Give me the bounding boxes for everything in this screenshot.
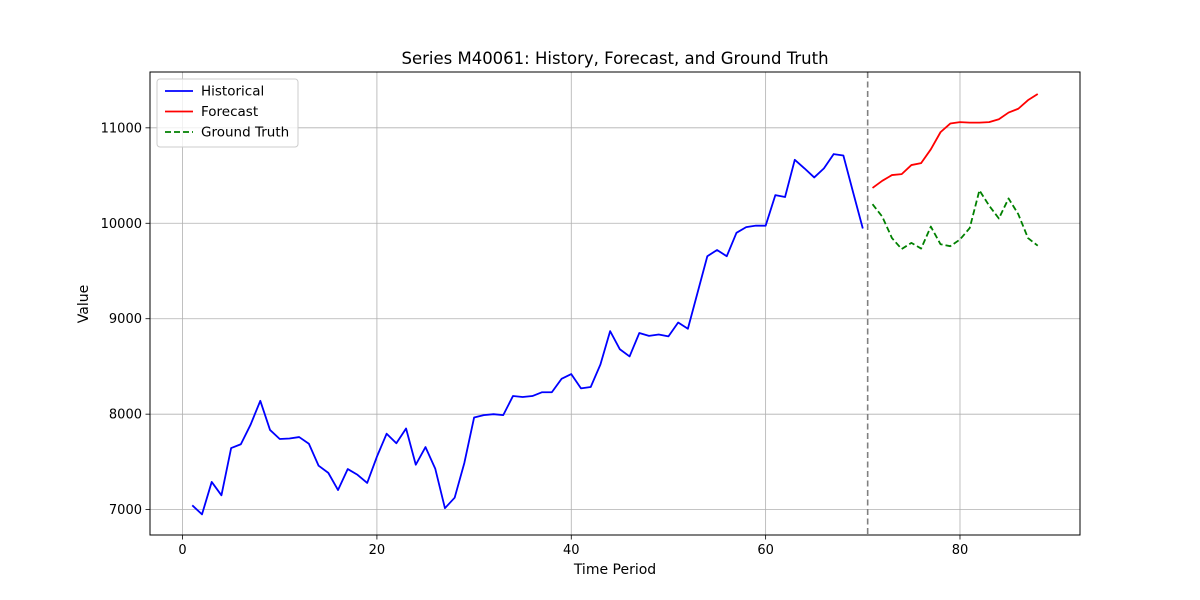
x-axis-title: Time Period [573,562,656,578]
y-tick-label: 9000 [109,312,142,327]
grid [150,72,1080,535]
legend-box [156,78,299,148]
y-tick-label: 7000 [109,503,142,518]
legend-label: Ground Truth [201,125,289,141]
x-tick-label: 60 [757,543,774,558]
x-tick-label: 20 [369,543,386,558]
y-axis-title: Value [76,285,92,323]
series-group [191,93,1039,516]
legend-label: Historical [201,84,264,100]
x-tick-label: 0 [178,543,186,558]
x-tick-label: 40 [563,543,580,558]
y-tick-label: 8000 [109,408,142,423]
legend-label: Forecast [201,104,258,120]
x-tick-label: 80 [952,543,969,558]
plot-frame [149,71,1081,536]
y-tick-label: 11000 [101,121,142,136]
series-line-historical [191,153,864,516]
axis-ticks: 0 20 40 60 80 7000 8000 9000 10000 11000 [101,121,969,558]
series-line-ground-truth [871,189,1039,250]
chart-title: Series M40061: History, Forecast, and Gr… [401,49,828,68]
y-tick-label: 10000 [101,217,142,232]
legend: Historical Forecast Ground Truth [156,78,299,148]
series-line-forecast [871,93,1039,189]
